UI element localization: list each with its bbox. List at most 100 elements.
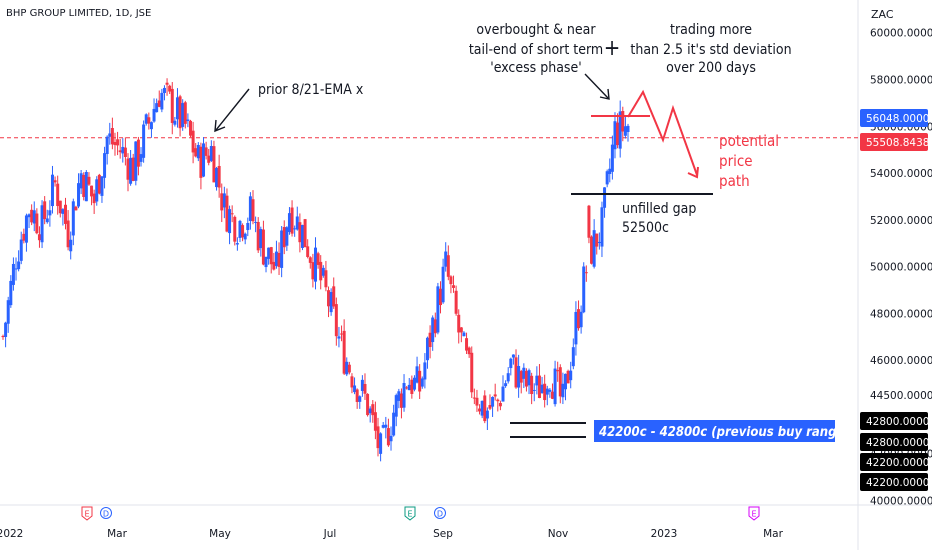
y-tick-label: 44500.0000 — [870, 390, 932, 402]
candle-body — [324, 270, 328, 288]
candle-body — [478, 408, 482, 412]
annotation-text: trading more — [670, 22, 752, 38]
candle-body — [147, 117, 151, 124]
annotation-text: overbought & near — [476, 22, 596, 38]
candle-body — [183, 102, 187, 124]
candle-body — [277, 252, 281, 267]
candle-body — [53, 180, 57, 183]
candle-body — [441, 266, 445, 303]
candle-body — [353, 385, 357, 393]
candle-body — [118, 150, 122, 153]
candle-body — [363, 383, 367, 394]
candle-body — [1, 335, 5, 338]
y-tick-label: 54000.0000 — [870, 168, 932, 180]
candle-body — [579, 311, 583, 328]
candle-body — [43, 201, 47, 220]
candle-body — [314, 247, 317, 282]
candle-body — [45, 218, 49, 223]
candle-body — [613, 121, 617, 150]
candle-body — [600, 207, 604, 247]
candle-body — [345, 361, 349, 375]
y-tick-label: 60000.0000 — [870, 28, 932, 40]
candle-body — [439, 288, 442, 306]
candle-body — [165, 82, 169, 85]
candle-body — [543, 383, 547, 401]
candle-body — [311, 262, 315, 280]
candle-body — [457, 314, 461, 333]
candle-body — [433, 319, 437, 334]
candle-body — [384, 424, 388, 428]
event-marker-letter: D — [103, 510, 109, 519]
candle-body — [87, 176, 91, 185]
candle-body — [511, 354, 515, 358]
candle-body — [24, 215, 28, 243]
candle-body — [123, 147, 127, 158]
event-marker-letter: D — [437, 510, 443, 519]
candle-body — [329, 292, 333, 313]
candle-body — [204, 147, 208, 156]
candle-body — [212, 146, 216, 183]
candle-body — [470, 352, 474, 393]
candle-body — [90, 185, 94, 197]
candle-body — [290, 207, 294, 234]
candle-body — [222, 193, 226, 208]
candle-body — [58, 200, 62, 214]
candle-body — [407, 384, 411, 391]
candle-body — [475, 397, 479, 406]
candle-body — [608, 168, 612, 174]
candle-body — [376, 426, 380, 449]
candle-body — [202, 143, 206, 177]
potential-path-line — [627, 89, 698, 176]
candle-body — [616, 122, 620, 146]
candle-body — [168, 85, 172, 92]
candle-body — [444, 251, 448, 267]
candle-body — [392, 412, 396, 436]
price-label-box — [860, 133, 928, 151]
candle-body — [121, 146, 125, 154]
candle-body — [189, 120, 192, 136]
candle-body — [256, 221, 260, 251]
annotation-text: + — [604, 36, 621, 61]
candle-body — [225, 195, 229, 232]
price-label: 42800.0000 — [866, 437, 929, 449]
candle-body — [178, 96, 182, 129]
candle-body — [269, 247, 273, 265]
candle-body — [574, 311, 578, 345]
candle-body — [261, 229, 265, 265]
price-label-box — [860, 412, 928, 430]
candle-body — [306, 246, 310, 257]
candle-body — [160, 92, 164, 110]
candle-body — [66, 220, 70, 248]
candle-body — [64, 204, 67, 224]
candle-body — [618, 111, 622, 149]
ema-arrow-line — [215, 88, 250, 131]
candle-body — [267, 247, 271, 259]
x-tick-label: Mar — [763, 528, 783, 540]
candle-body — [428, 332, 432, 348]
candle-body — [139, 154, 143, 162]
candle-body — [228, 209, 232, 234]
candle-body — [412, 377, 416, 390]
candle-body — [506, 373, 510, 382]
candle-body — [303, 219, 307, 248]
candle-body — [157, 100, 161, 107]
price-label: 56048.0000 — [866, 113, 929, 125]
price-label-box — [860, 453, 928, 471]
annotation-text: over 200 days — [666, 60, 756, 76]
earnings-marker — [81, 506, 93, 521]
y-tick-label: 50000.0000 — [870, 262, 932, 274]
candle-body — [259, 229, 263, 249]
candle-body — [50, 174, 54, 207]
candle-body — [340, 333, 344, 335]
candle-body — [97, 174, 101, 194]
candle-body — [522, 367, 526, 379]
price-label: 42800.0000 — [866, 416, 929, 428]
candle-body — [334, 304, 338, 337]
candle-body — [379, 433, 383, 454]
candle-body — [337, 336, 341, 339]
candle-body — [194, 148, 198, 157]
candle-body — [371, 404, 375, 416]
candle-body — [360, 379, 364, 391]
candle-body — [243, 233, 247, 240]
